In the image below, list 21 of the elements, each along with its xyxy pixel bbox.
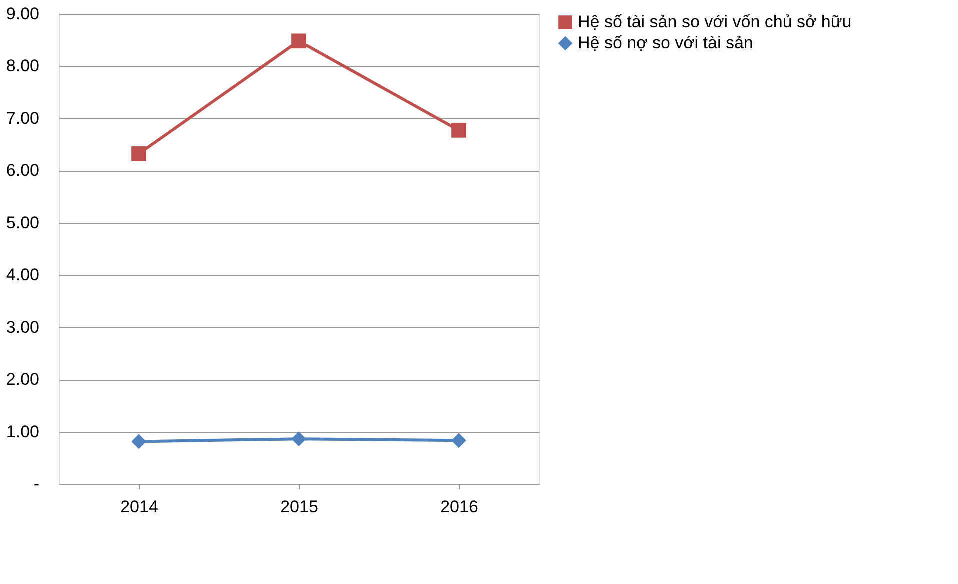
y-tick-label: 1.00 [6, 422, 40, 442]
x-tick-label: 2016 [440, 498, 478, 516]
point [292, 432, 306, 447]
point [132, 146, 146, 162]
y-tick-label: 9.00 [6, 4, 40, 24]
y-tick-label: 2.00 [6, 370, 40, 390]
x-tick-label: 2014 [120, 498, 158, 516]
y-tick-label: 3.00 [6, 318, 40, 337]
legend-label: Hệ số tài sản so với vốn chủ sở hữu [578, 12, 852, 32]
x-tick-label: 2015 [280, 498, 318, 516]
y-tick-label: 6.00 [6, 161, 40, 180]
y-tick-label: - [34, 474, 40, 494]
y-tick-label: 4.00 [6, 266, 40, 285]
point [132, 434, 146, 450]
y-tick-label: 7.00 [6, 108, 40, 128]
y-tick-label: 5.00 [6, 213, 40, 232]
point [452, 123, 466, 138]
legend-label: Hệ số nợ so với tài sản [578, 34, 754, 52]
point [292, 34, 306, 49]
point [452, 433, 466, 448]
y-tick-label: 8.00 [6, 56, 40, 76]
